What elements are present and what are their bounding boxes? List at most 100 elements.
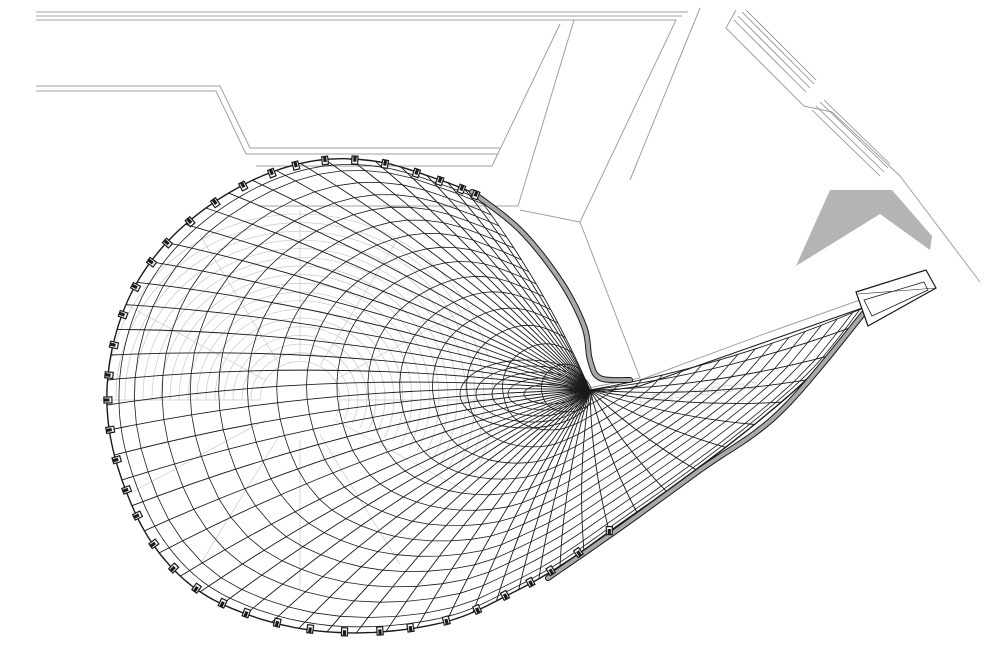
- roof-rib: [447, 182, 591, 391]
- seating-arc: [142, 248, 458, 463]
- perimeter-post: [305, 623, 315, 635]
- roof-rib: [472, 389, 591, 613]
- stage-mark: [639, 395, 649, 403]
- roof-rib: [324, 159, 591, 391]
- post-core: [437, 177, 443, 183]
- roof-rib: [589, 389, 610, 532]
- post-core: [193, 585, 199, 593]
- roof-rib: [121, 389, 591, 481]
- perimeter-post: [105, 425, 116, 435]
- roof-rib: [180, 389, 591, 577]
- perimeter-post: [525, 576, 536, 589]
- post-core: [147, 258, 154, 265]
- site-line-south: [639, 299, 861, 381]
- roof-rib: [446, 389, 591, 622]
- perimeter-post: [456, 183, 467, 195]
- stage-mark: [651, 394, 661, 401]
- roof-rib: [426, 175, 591, 391]
- post-core: [414, 169, 420, 175]
- post-core: [219, 601, 225, 608]
- perimeter-post: [121, 484, 133, 495]
- roof-rib: [416, 389, 591, 629]
- stair-steps: [733, 9, 891, 177]
- perimeter-post: [471, 603, 483, 616]
- perimeter-post: [351, 155, 359, 165]
- roof-rib: [385, 389, 591, 632]
- roof-rib: [228, 192, 591, 391]
- perimeter-post: [145, 256, 158, 268]
- perimeter-post: [131, 510, 144, 521]
- hub-ring: [459, 359, 593, 429]
- roof-rib: [205, 207, 591, 391]
- post-core: [548, 568, 554, 575]
- roof-ring: [218, 206, 806, 573]
- seating-aisle: [334, 304, 474, 381]
- seating-arc: [178, 283, 422, 449]
- building-outline-west-inner: [256, 23, 561, 167]
- perimeter-post: [266, 167, 277, 179]
- gray-ramp-shape: [796, 190, 932, 266]
- roof-rib: [185, 223, 591, 391]
- seating-arc: [160, 265, 440, 456]
- post-core: [110, 342, 116, 347]
- roof-rib: [374, 160, 591, 391]
- roof-ring: [189, 194, 822, 588]
- post-core: [293, 161, 298, 168]
- roof-rib: [252, 179, 591, 391]
- mast-anchor: [855, 269, 937, 327]
- roof-ring: [432, 307, 683, 464]
- stage-mark: [687, 389, 697, 397]
- post-core: [112, 457, 119, 463]
- perimeter-post: [103, 396, 113, 404]
- perimeter-post: [375, 626, 384, 636]
- perimeter-post: [209, 196, 221, 209]
- perimeter-post: [470, 189, 481, 201]
- perimeter-post: [605, 525, 613, 536]
- roof-rib: [589, 326, 853, 391]
- seating-aisle: [126, 304, 266, 381]
- roof-rim-inner: [118, 164, 862, 628]
- perimeter-post: [129, 281, 142, 293]
- perimeter-post: [108, 340, 120, 350]
- tie-cable: [599, 305, 869, 393]
- roof-rib: [518, 389, 591, 590]
- roof-ring: [161, 181, 838, 603]
- perimeter-post: [104, 371, 114, 380]
- post-core: [323, 156, 327, 163]
- perimeter-post: [111, 454, 123, 465]
- roof-rib: [475, 193, 591, 391]
- roof-rib: [589, 389, 638, 513]
- hub-ring: [523, 383, 577, 405]
- post-core: [607, 528, 611, 535]
- perimeter-post: [190, 582, 203, 595]
- perimeter-post: [237, 180, 249, 192]
- seating-arc: [169, 274, 431, 453]
- hub-ring: [491, 371, 585, 417]
- post-core: [473, 190, 479, 198]
- roof-ring: [246, 219, 790, 557]
- post-core: [576, 550, 582, 557]
- roof-ring: [466, 324, 663, 448]
- post-core: [122, 487, 129, 493]
- roof-ring: [336, 261, 739, 511]
- post-core: [308, 627, 312, 633]
- roof-rib: [400, 166, 591, 391]
- roof-rib: [495, 389, 591, 602]
- seating-arc: [205, 309, 395, 438]
- post-core: [342, 630, 347, 636]
- roof-rib: [131, 389, 591, 507]
- post-core: [243, 611, 249, 617]
- perimeter-post: [499, 589, 511, 602]
- perimeter-post: [441, 615, 451, 626]
- post-core: [502, 593, 509, 600]
- perimeter-post: [217, 597, 228, 609]
- roof-rib: [349, 158, 591, 391]
- building-outline-north: [36, 11, 688, 207]
- roof-edge-beams: [469, 189, 871, 581]
- roof-rib: [589, 389, 667, 492]
- seating-arc: [259, 361, 341, 417]
- seating-aisle: [199, 235, 281, 366]
- roof-rib: [276, 170, 591, 391]
- roof-rib: [326, 389, 591, 633]
